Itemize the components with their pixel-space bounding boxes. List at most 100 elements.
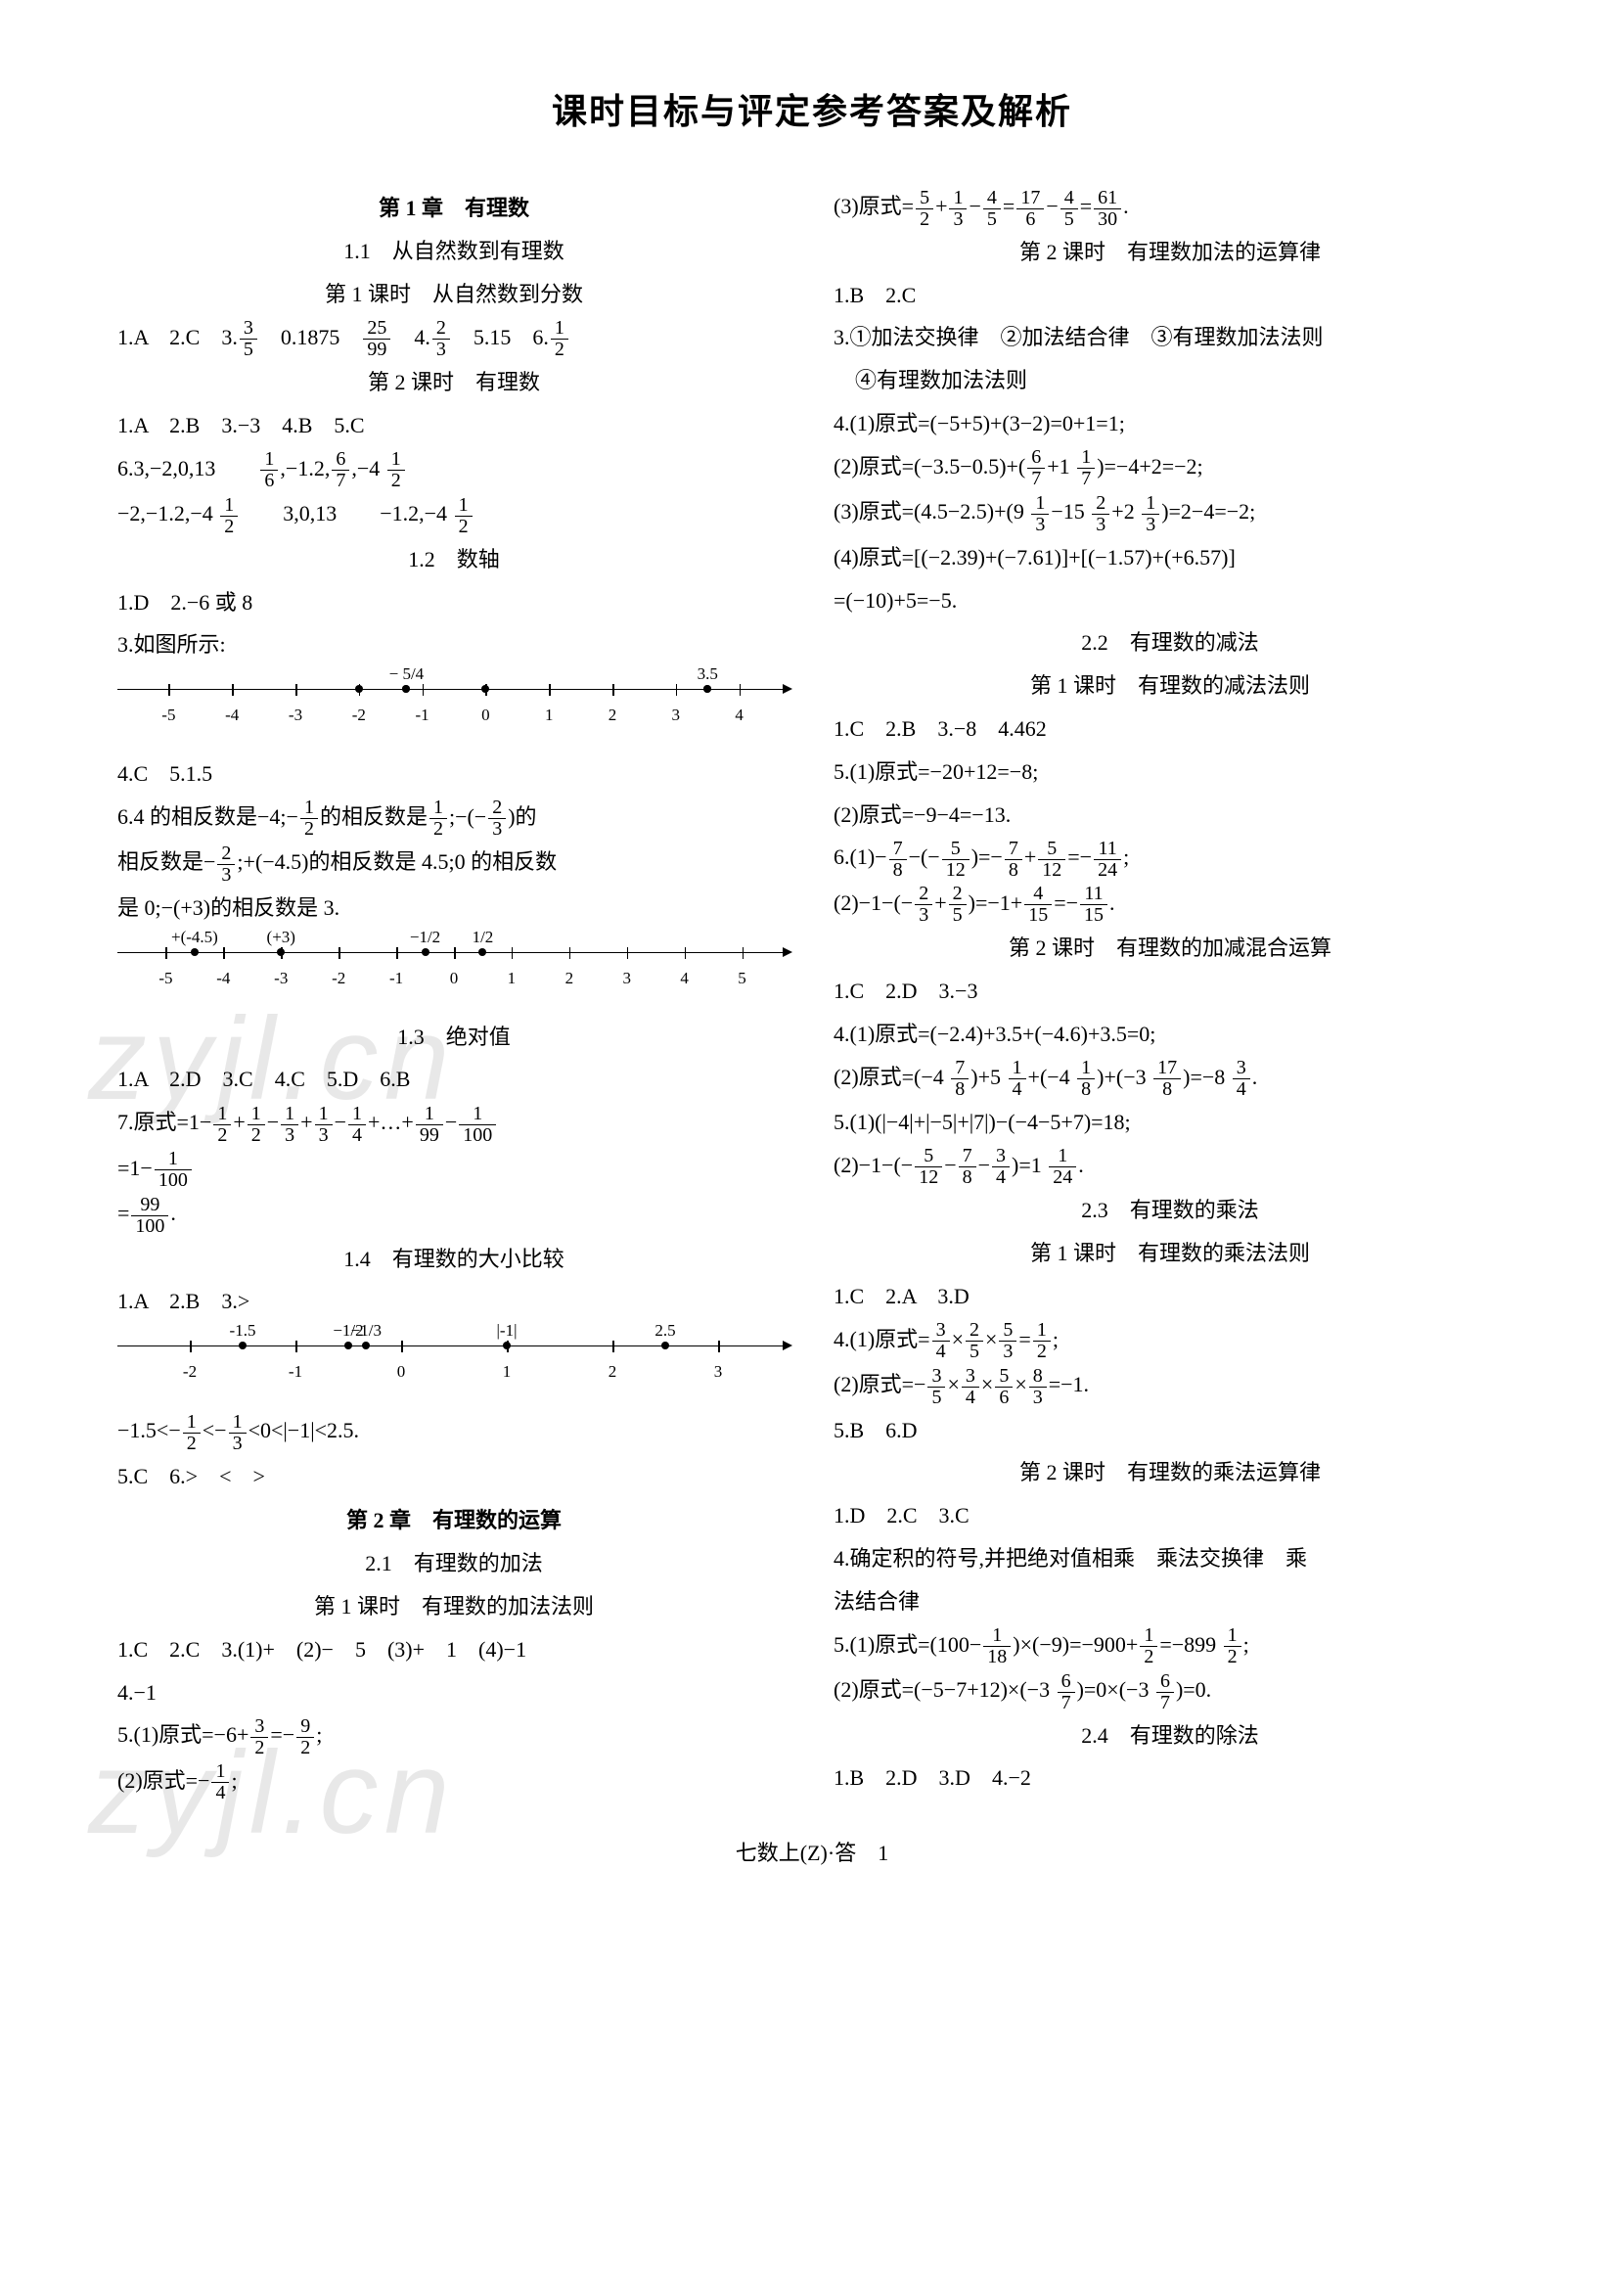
- fraction: 176: [1016, 188, 1044, 230]
- answer-line: 1.A 2.C 3.35 0.1875 2599 4.23 5.15 6.12: [117, 317, 790, 360]
- answer-line: 4.确定积的符号,并把绝对值相乘 乘法交换律 乘: [834, 1538, 1507, 1579]
- text: +: [1024, 844, 1036, 869]
- text: −: [335, 1110, 346, 1134]
- fraction: 52: [916, 188, 933, 230]
- section-1-2: 1.2 数轴: [117, 539, 790, 580]
- answer-line: −2,−1.2,−4 12 3,0,13 −1.2,−4 12: [117, 493, 790, 536]
- answer-line: 4.C 5.1.5: [117, 753, 790, 795]
- text: ,−1.2,: [280, 456, 330, 480]
- answer-line: 1.C 2.C 3.(1)+ (2)− 5 (3)+ 1 (4)−1: [117, 1629, 790, 1670]
- answer-line: 5.(1)原式=−20+12=−8;: [834, 752, 1507, 793]
- fraction: 14: [348, 1104, 366, 1146]
- text: <0<|−1|<2.5.: [248, 1418, 359, 1442]
- text: )=2−4=−2;: [1161, 499, 1255, 524]
- section-1-3: 1.3 绝对值: [117, 1017, 790, 1058]
- fraction: 92: [296, 1716, 314, 1758]
- answer-line: 5.(1)(|−4|+|−5|+|7|)−(−4−5+7)=18;: [834, 1102, 1507, 1143]
- text: 相反数是−: [117, 849, 215, 874]
- fraction: 512: [1038, 839, 1065, 881]
- fraction: 34: [992, 1146, 1010, 1188]
- text: 5.15 6.: [452, 325, 549, 349]
- answer-line: (2)−1−(−23+25)=−1+415=−1115.: [834, 883, 1507, 926]
- text: =: [1003, 194, 1015, 218]
- fraction: 25: [966, 1320, 983, 1362]
- text: (2)原式=(−5−7+12)×(−3: [834, 1677, 1056, 1702]
- fraction: 34: [962, 1366, 979, 1408]
- text: =−: [1067, 844, 1092, 869]
- text: −: [978, 1153, 990, 1177]
- text: ;: [316, 1722, 322, 1747]
- fraction: 35: [240, 318, 257, 360]
- fraction: 1124: [1094, 839, 1121, 881]
- text: )=0.: [1176, 1677, 1211, 1702]
- text: 4.(1)原式=: [834, 1327, 930, 1351]
- fraction: 1100: [459, 1104, 496, 1146]
- text: +: [300, 1110, 312, 1134]
- text: .: [170, 1201, 176, 1225]
- fraction: 34: [932, 1320, 950, 1362]
- answer-line: (2)原式=(−5−7+12)×(−3 67)=0×(−3 67)=0.: [834, 1669, 1507, 1712]
- answer-line: 6.(1)−78−(−512)=−78+512=−1124;: [834, 837, 1507, 880]
- text: =−1.: [1049, 1372, 1089, 1396]
- answer-line: (2)原式=(−3.5−0.5)+(67+1 17)=−4+2=−2;: [834, 446, 1507, 489]
- text: (2)原式=−: [834, 1372, 925, 1396]
- text: ;+(−4.5)的相反数是 4.5;0 的相反数: [237, 849, 557, 874]
- answer-line: 1.B 2.D 3.D 4.−2: [834, 1757, 1507, 1799]
- fraction: 12: [1224, 1625, 1241, 1667]
- fraction: 512: [915, 1146, 942, 1188]
- fraction: 35: [927, 1366, 945, 1408]
- fraction: 99100: [131, 1195, 168, 1237]
- text: .: [1123, 194, 1129, 218]
- text: .: [1078, 1153, 1084, 1177]
- fraction: 32: [250, 1716, 268, 1758]
- text: −: [445, 1110, 457, 1134]
- number-line-2: -5-4-3-2-1012345+(-4.5)(+3)−1/21/2: [117, 952, 790, 1011]
- text: (3)原式=: [834, 194, 914, 218]
- fraction: 118: [983, 1625, 1011, 1667]
- text: +…+: [368, 1110, 414, 1134]
- text: (2)−1−(−: [834, 890, 913, 915]
- text: .: [1109, 890, 1115, 915]
- answer-line: 3.如图所示:: [117, 624, 790, 665]
- answer-line: =99100.: [117, 1193, 790, 1236]
- fraction: 12: [213, 1104, 231, 1146]
- fraction: 512: [942, 839, 970, 881]
- text: =: [1080, 194, 1092, 218]
- answer-line: (2)原式=−35×34×56×83=−1.: [834, 1364, 1507, 1407]
- fraction: 78: [959, 1146, 976, 1188]
- answer-line: 4.−1: [117, 1672, 790, 1713]
- lesson-2-2-1: 第 1 课时 有理数的减法法则: [834, 665, 1507, 707]
- lesson-2-3-1: 第 1 课时 有理数的乘法法则: [834, 1233, 1507, 1274]
- text: +2: [1111, 499, 1140, 524]
- text: (2)原式=(−3.5−0.5)+(: [834, 454, 1025, 479]
- answer-line: 4.(1)原式=(−2.4)+3.5+(−4.6)+3.5=0;: [834, 1014, 1507, 1055]
- chapter-2-title: 第 2 章 有理数的运算: [117, 1500, 790, 1541]
- answer-line: 1.D 2.−6 或 8: [117, 582, 790, 623]
- fraction: 78: [951, 1058, 969, 1100]
- lesson-1-1-1: 第 1 课时 从自然数到分数: [117, 274, 790, 315]
- fraction: 12: [248, 1104, 265, 1146]
- text: +: [935, 194, 947, 218]
- text: (2)原式=(−4: [834, 1065, 949, 1089]
- text: 5.(1)原式=(100−: [834, 1632, 981, 1657]
- section-1-4: 1.4 有理数的大小比较: [117, 1239, 790, 1280]
- text: +1: [1047, 454, 1075, 479]
- fraction: 13: [229, 1412, 247, 1454]
- text: −: [944, 1153, 956, 1177]
- text: =−899: [1159, 1632, 1221, 1657]
- answer-line: 3.①加法交换律 ②加法结合律 ③有理数加法法则: [834, 317, 1507, 358]
- fraction: 12: [1033, 1320, 1051, 1362]
- answer-line: 4.(1)原式=(−5+5)+(3−2)=0+1=1;: [834, 403, 1507, 444]
- text: −15: [1051, 499, 1090, 524]
- answer-line: 1.B 2.C: [834, 275, 1507, 316]
- fraction: 6130: [1094, 188, 1121, 230]
- text: 3,0,13 −1.2,−4: [240, 501, 452, 525]
- answer-line: (3)原式=52+13−45=176−45=6130.: [834, 186, 1507, 229]
- text: ×: [952, 1327, 964, 1351]
- number-line-3: -2-10123-1.5−1/2−1/3|-1|2.5: [117, 1345, 790, 1404]
- fraction: 67: [1156, 1671, 1174, 1713]
- text: =−: [270, 1722, 294, 1747]
- fraction: 1100: [155, 1149, 192, 1191]
- text: ×: [1015, 1372, 1026, 1396]
- section-2-2: 2.2 有理数的减法: [834, 622, 1507, 663]
